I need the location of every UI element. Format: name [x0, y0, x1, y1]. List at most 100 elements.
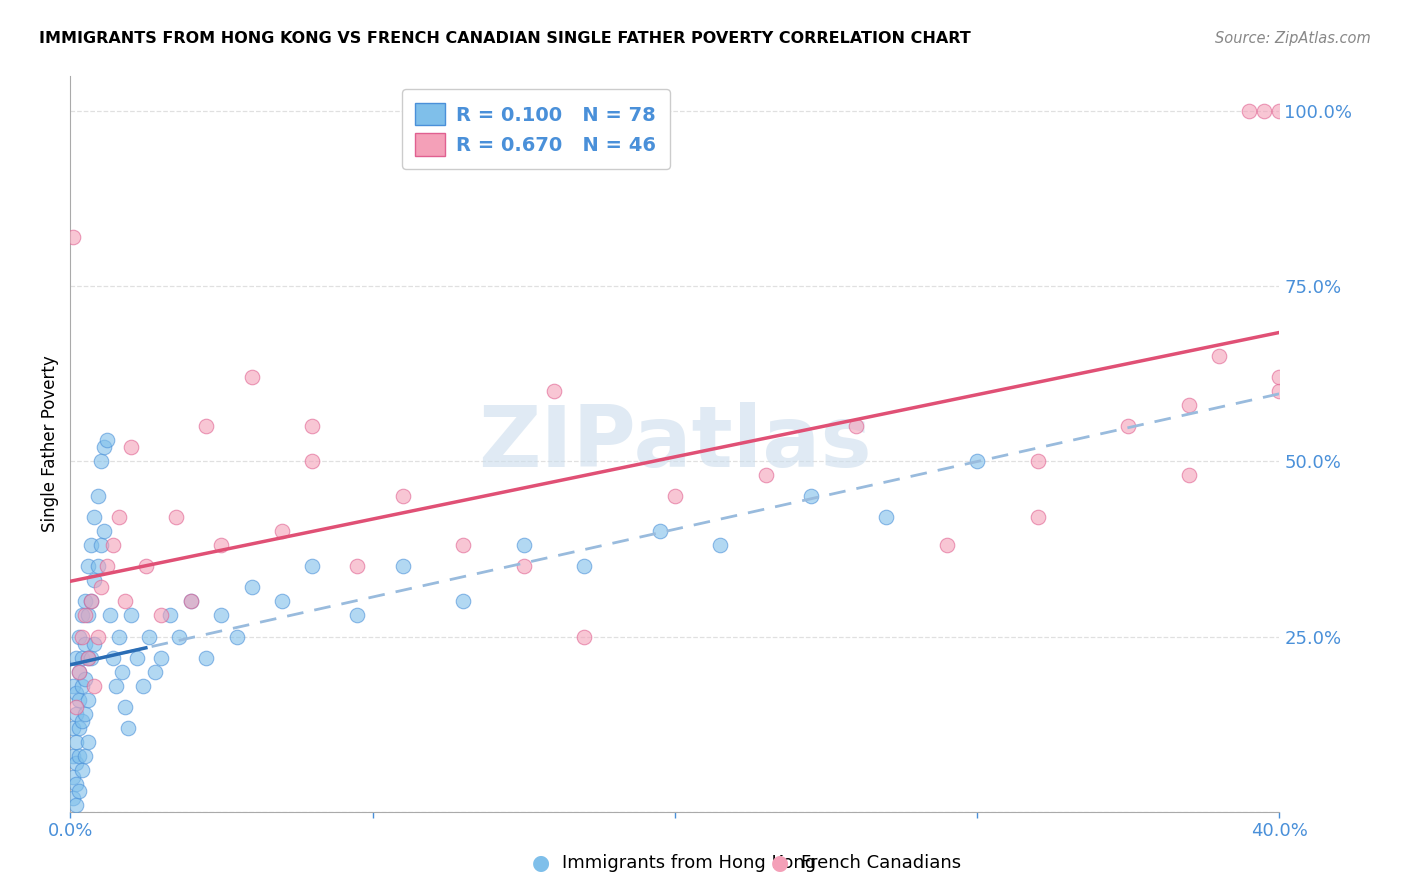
Point [966, 454, 988, 468]
Point [62, 679, 84, 693]
Point [65, 685, 87, 699]
Point [96, 559, 118, 574]
Point [211, 538, 233, 552]
Point [62, 748, 84, 763]
Point [77, 650, 100, 665]
Point [77, 650, 100, 665]
Point [107, 510, 129, 524]
Point [138, 630, 160, 644]
Text: ●: ● [772, 854, 789, 873]
Point [135, 559, 157, 574]
Point [120, 608, 142, 623]
Point [800, 489, 823, 503]
Point [65, 777, 87, 791]
Point [513, 559, 536, 574]
Point [77, 692, 100, 706]
Point [1026, 454, 1049, 468]
Point [62, 790, 84, 805]
Point [114, 699, 136, 714]
Text: IMMIGRANTS FROM HONG KONG VS FRENCH CANADIAN SINGLE FATHER POVERTY CORRELATION C: IMMIGRANTS FROM HONG KONG VS FRENCH CANA… [39, 31, 972, 46]
Point [72, 714, 94, 728]
Point [104, 679, 127, 693]
Point [75, 748, 97, 763]
Point [67, 630, 90, 644]
Point [1239, 103, 1261, 118]
Point [453, 594, 475, 608]
Text: ZIPatlas: ZIPatlas [478, 402, 872, 485]
Point [75, 608, 97, 623]
Point [875, 510, 898, 524]
Point [543, 384, 565, 399]
Point [117, 721, 139, 735]
Point [1268, 103, 1291, 118]
Point [845, 419, 868, 434]
Point [86, 489, 108, 503]
Point [93, 524, 115, 539]
Point [346, 608, 368, 623]
Point [159, 608, 181, 623]
Point [86, 630, 108, 644]
Point [709, 538, 731, 552]
Point [1253, 103, 1275, 118]
Point [65, 797, 87, 812]
Point [150, 650, 172, 665]
Point [80, 594, 103, 608]
Point [114, 594, 136, 608]
Point [391, 489, 415, 503]
Point [180, 594, 202, 608]
Point [270, 594, 294, 608]
Text: ●: ● [533, 854, 550, 873]
Point [1116, 419, 1139, 434]
Point [574, 559, 596, 574]
Point [93, 440, 115, 454]
Point [664, 489, 686, 503]
Point [270, 524, 294, 539]
Point [150, 608, 172, 623]
Point [65, 699, 87, 714]
Point [62, 230, 84, 244]
Point [62, 770, 84, 784]
Point [62, 721, 84, 735]
Point [391, 559, 415, 574]
Point [167, 630, 190, 644]
Point [101, 650, 124, 665]
Point [67, 721, 90, 735]
Point [132, 679, 155, 693]
Point [72, 650, 94, 665]
Point [67, 692, 90, 706]
Point [65, 756, 87, 770]
Point [77, 559, 100, 574]
Point [80, 594, 103, 608]
Point [211, 608, 233, 623]
Legend: R = 0.100   N = 78, R = 0.670   N = 46: R = 0.100 N = 78, R = 0.670 N = 46 [402, 89, 669, 169]
Point [101, 538, 124, 552]
Point [453, 538, 475, 552]
Point [936, 538, 959, 552]
Y-axis label: Single Father Poverty: Single Father Poverty [41, 355, 59, 533]
Text: French Canadians: French Canadians [801, 855, 962, 872]
Text: Immigrants from Hong Kong: Immigrants from Hong Kong [562, 855, 817, 872]
Point [125, 650, 148, 665]
Point [96, 434, 118, 448]
Point [67, 783, 90, 797]
Point [90, 581, 111, 595]
Point [240, 370, 263, 384]
Point [195, 650, 218, 665]
Text: Source: ZipAtlas.com: Source: ZipAtlas.com [1215, 31, 1371, 46]
Point [1208, 349, 1230, 363]
Point [72, 763, 94, 777]
Point [67, 665, 90, 679]
Point [75, 636, 97, 650]
Point [72, 630, 94, 644]
Point [67, 665, 90, 679]
Point [77, 608, 100, 623]
Point [86, 559, 108, 574]
Point [72, 679, 94, 693]
Point [346, 559, 368, 574]
Point [83, 510, 105, 524]
Point [301, 454, 323, 468]
Point [1026, 510, 1049, 524]
Point [513, 538, 536, 552]
Point [1178, 468, 1201, 483]
Point [107, 630, 129, 644]
